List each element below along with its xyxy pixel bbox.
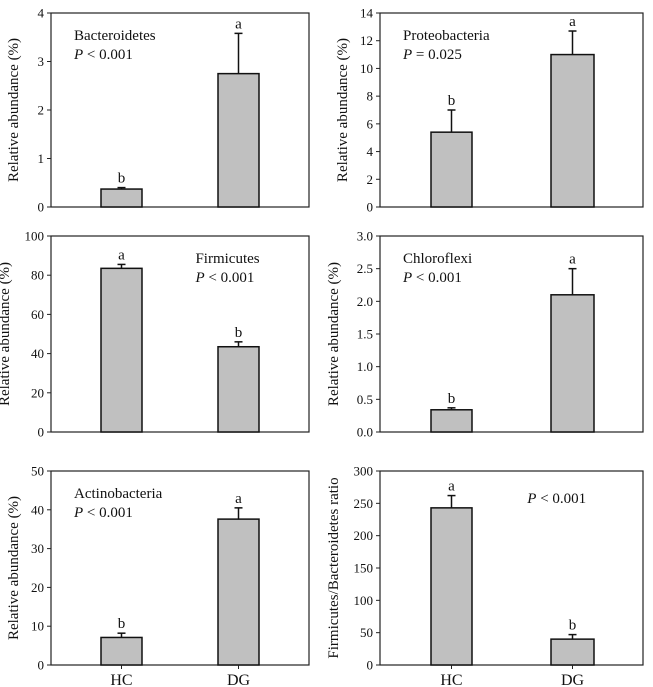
y-tick-label: 30: [31, 541, 44, 556]
panel-fb-ratio: 0 50 100 150 200 250 300 Firmicutes/Bacteroidet…: [326, 464, 644, 687]
y-tick-label: 40: [31, 502, 44, 517]
y-tick-label: 40: [31, 346, 44, 361]
bar-dg: [550, 53, 595, 208]
bar-dg: [550, 294, 595, 433]
bar-dg: [217, 72, 260, 208]
y-tick-label: 0.0: [357, 425, 373, 440]
y-tick-label: 1.5: [357, 327, 373, 342]
y-tick-label: 200: [354, 528, 374, 543]
y-tick-label: 100: [25, 229, 45, 244]
y-tick-label: 14: [360, 6, 374, 21]
y-tick-label: 0: [38, 425, 45, 440]
y-tick-label: 2.0: [357, 294, 373, 309]
y-tick-label: 100: [354, 593, 374, 608]
p-value: P < 0.001: [402, 270, 462, 286]
panel-title: Firmicutes: [195, 251, 259, 267]
y-tick-label: 3.0: [357, 229, 373, 244]
y-tick-label: 50: [360, 625, 373, 640]
p-value: P = 0.025: [402, 47, 462, 63]
y-tick-label: 80: [31, 268, 44, 283]
bar-dg: [550, 638, 595, 666]
bar-hc: [100, 267, 143, 433]
y-tick-label: 20: [31, 580, 44, 595]
p-value: P < 0.001: [194, 270, 254, 286]
y-axis-label: Firmicutes/Bacteroidetes ratio: [326, 477, 342, 658]
y-axis-label: Relative abundance (%): [6, 496, 22, 640]
y-tick-label: 0: [38, 200, 45, 215]
y-tick-label: 0.5: [357, 392, 373, 407]
panel-chloroflexi: 0.0 0.5 1.0 1.5 2.0 2.5 3.0 Relative abundance …: [326, 229, 644, 440]
significance-letter: b: [448, 391, 456, 407]
panel-bacteroidetes: 0 1 2 3 4 Relative abundance (%) b a Bacteroidet…: [6, 6, 310, 215]
significance-letter: b: [118, 616, 126, 632]
y-tick-label: 60: [31, 307, 44, 322]
bar-dg: [217, 345, 260, 433]
y-tick-label: 20: [31, 385, 44, 400]
y-tick-label: 10: [360, 61, 373, 76]
bar-hc: [100, 188, 143, 208]
x-tick-label: HC: [110, 672, 132, 687]
y-tick-label: 12: [360, 33, 373, 48]
bar-dg: [217, 518, 260, 666]
panel-proteobacteria: 0 2 4 6 8 10 12 14 Relative abundance (%) b a Prote…: [335, 6, 644, 215]
plot-frame: [379, 470, 644, 666]
y-tick-label: 1: [38, 151, 45, 166]
y-tick-label: 150: [354, 561, 374, 576]
significance-letter: b: [569, 618, 577, 634]
significance-letter: b: [118, 171, 126, 187]
y-tick-label: 2.5: [357, 261, 373, 276]
panel-firmicutes: 0 20 40 60 80 100 Relative abundance (%) a b Firm…: [0, 229, 310, 440]
p-value: P < 0.001: [73, 47, 133, 63]
significance-letter: b: [448, 93, 456, 109]
y-tick-label: 1.0: [357, 359, 373, 374]
significance-letter: a: [235, 491, 242, 507]
significance-letter: a: [448, 479, 455, 495]
bar-hc: [100, 636, 143, 666]
y-axis-label: Relative abundance (%): [335, 38, 351, 182]
panel-actinobacteria: 0 10 20 30 40 50 Relative abundance (%) b HC a DG A…: [6, 464, 310, 687]
significance-letter: a: [118, 247, 125, 263]
y-tick-label: 8: [367, 89, 374, 104]
panel-title: Actinobacteria: [74, 486, 163, 502]
y-tick-label: 4: [38, 6, 45, 21]
significance-letter: a: [235, 16, 242, 32]
y-tick-label: 10: [31, 619, 44, 634]
significance-letter: a: [569, 252, 576, 268]
y-tick-label: 0: [38, 658, 45, 673]
significance-letter: b: [235, 325, 243, 341]
y-tick-label: 2: [38, 103, 45, 118]
y-axis-label: Relative abundance (%): [326, 262, 342, 406]
y-tick-label: 300: [354, 464, 374, 479]
y-tick-label: 4: [367, 144, 374, 159]
y-axis-label: Relative abundance (%): [6, 38, 22, 182]
plot-frame: [50, 235, 310, 433]
x-tick-label: DG: [561, 672, 585, 687]
y-axis-label: Relative abundance (%): [0, 262, 13, 406]
y-tick-label: 3: [38, 54, 45, 69]
panel-title: Proteobacteria: [403, 28, 490, 44]
y-tick-label: 0: [367, 200, 374, 215]
significance-letter: a: [569, 14, 576, 30]
x-tick-label: HC: [440, 672, 462, 687]
panel-title: Bacteroidetes: [74, 28, 156, 44]
y-tick-label: 6: [367, 116, 374, 131]
y-tick-label: 2: [367, 172, 374, 187]
bar-hc: [430, 409, 473, 433]
y-tick-label: 50: [31, 464, 44, 479]
y-tick-label: 250: [354, 496, 374, 511]
p-value: P < 0.001: [73, 505, 133, 521]
plot-frame: [379, 12, 644, 208]
plot-frame: [50, 470, 310, 666]
bar-hc: [430, 507, 473, 666]
bar-hc: [430, 131, 473, 208]
p-value: P < 0.001: [526, 491, 586, 507]
y-tick-label: 0: [367, 658, 374, 673]
panel-title: Chloroflexi: [403, 251, 472, 267]
x-tick-label: DG: [227, 672, 251, 687]
